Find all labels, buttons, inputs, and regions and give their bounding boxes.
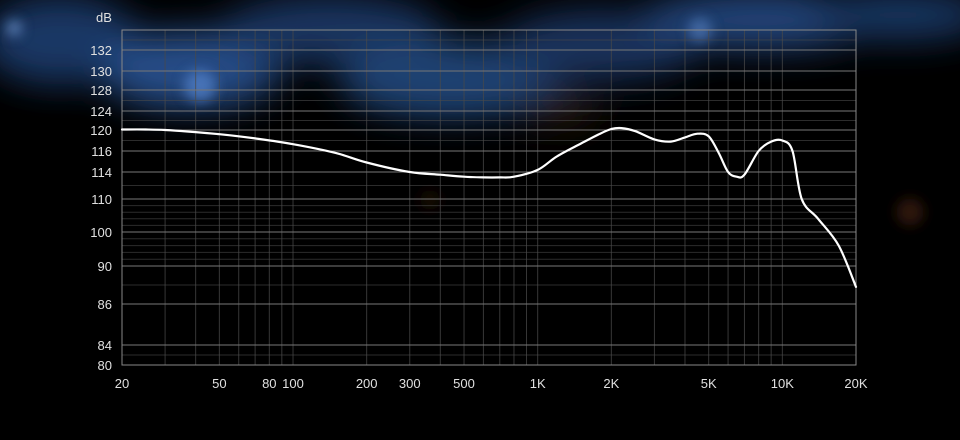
x-tick-label: 5K bbox=[701, 376, 717, 391]
y-tick-label: 132 bbox=[90, 43, 112, 58]
y-tick-label: 114 bbox=[91, 165, 112, 180]
x-tick-label: 80 bbox=[262, 376, 276, 391]
y-tick-label: 110 bbox=[91, 192, 112, 207]
y-tick-label: 120 bbox=[90, 123, 112, 138]
x-tick-label: 300 bbox=[399, 376, 421, 391]
chart-grid bbox=[121, 29, 857, 366]
series-line-response bbox=[120, 126, 858, 288]
x-tick-label: 20K bbox=[844, 376, 867, 391]
x-tick-label: 1K bbox=[530, 376, 546, 391]
y-tick-label: 130 bbox=[90, 64, 112, 79]
x-axis-ticks: 20 50 80 100 200 300 500 1K 2K 5K 10K 20K bbox=[115, 376, 868, 391]
y-axis-label: dB bbox=[96, 10, 112, 25]
y-tick-label: 100 bbox=[90, 225, 112, 240]
y-tick-label: 116 bbox=[91, 144, 112, 159]
y-tick-label: 84 bbox=[98, 338, 112, 353]
y-axis-ticks: 132 130 128 124 120 116 114 110 100 90 86 84 80 bbox=[90, 43, 112, 373]
y-tick-label: 86 bbox=[98, 297, 112, 312]
y-tick-label: 124 bbox=[90, 104, 112, 119]
x-tick-label: 200 bbox=[356, 376, 378, 391]
x-tick-label: 500 bbox=[453, 376, 475, 391]
x-tick-label: 100 bbox=[282, 376, 304, 391]
x-tick-label: 50 bbox=[212, 376, 226, 391]
y-tick-label: 80 bbox=[98, 358, 112, 373]
y-tick-label: 90 bbox=[98, 259, 112, 274]
x-tick-label: 2K bbox=[603, 376, 619, 391]
y-tick-label: 128 bbox=[90, 83, 112, 98]
x-tick-label: 10K bbox=[771, 376, 794, 391]
plot-frame bbox=[121, 29, 857, 366]
x-tick-label: 20 bbox=[115, 376, 129, 391]
